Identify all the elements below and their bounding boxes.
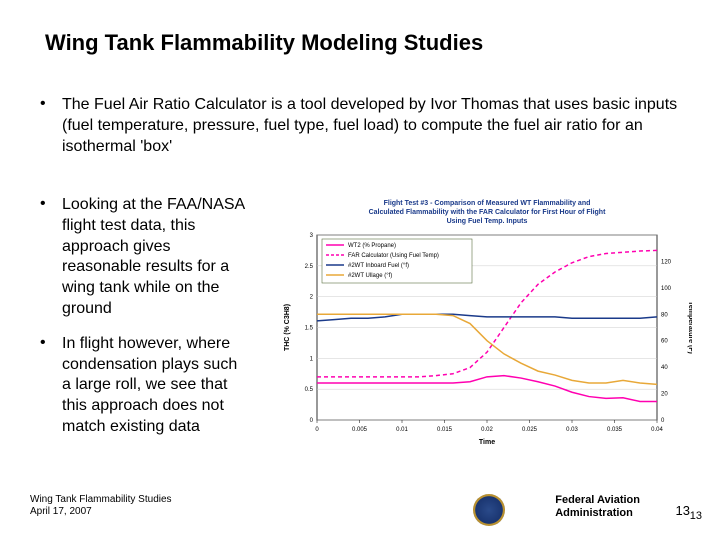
svg-text:60: 60 xyxy=(661,339,668,345)
svg-text:0.025: 0.025 xyxy=(522,427,538,433)
svg-text:0.01: 0.01 xyxy=(396,427,408,433)
svg-text:0.04: 0.04 xyxy=(651,427,663,433)
svg-text:3: 3 xyxy=(310,233,314,239)
top-bullets: • The Fuel Air Ratio Calculator is a too… xyxy=(40,95,690,171)
bullet-dot-icon: • xyxy=(40,95,62,157)
svg-text:0.03: 0.03 xyxy=(566,427,578,433)
svg-text:0.035: 0.035 xyxy=(607,427,623,433)
bullet-item: • Looking at the FAA/NASA flight test da… xyxy=(40,195,250,320)
bullet-item: • In flight however, where condensation … xyxy=(40,334,250,438)
svg-text:Time: Time xyxy=(479,439,495,446)
svg-text:0: 0 xyxy=(661,418,665,424)
svg-text:0.015: 0.015 xyxy=(437,427,453,433)
svg-text:0.02: 0.02 xyxy=(481,427,493,433)
svg-text:1: 1 xyxy=(310,356,314,362)
svg-text:80: 80 xyxy=(661,312,668,318)
slide-title: Wing Tank Flammability Modeling Studies xyxy=(45,30,483,56)
bullet-dot-icon: • xyxy=(40,334,62,438)
footer-agency: Federal Aviation Administration xyxy=(555,494,640,520)
chart: Flight Test #3 - Comparison of Measured … xyxy=(272,195,692,455)
footer-date: April 17, 2007 xyxy=(30,506,172,518)
svg-text:FAR Calculator (Using Fuel Tem: FAR Calculator (Using Fuel Temp) xyxy=(348,253,439,259)
svg-text:20: 20 xyxy=(661,392,668,398)
slide: Wing Tank Flammability Modeling Studies … xyxy=(0,0,720,540)
agency-line2: Administration xyxy=(555,507,640,520)
svg-text:WT2 (% Propane): WT2 (% Propane) xyxy=(348,243,396,249)
svg-text:THC (% C3H8): THC (% C3H8) xyxy=(284,304,291,351)
footer: Wing Tank Flammability Studies April 17,… xyxy=(0,485,720,540)
chart-svg: Flight Test #3 - Comparison of Measured … xyxy=(272,195,692,455)
svg-text:0.005: 0.005 xyxy=(352,427,368,433)
svg-text:1.5: 1.5 xyxy=(305,326,314,332)
svg-text:2.5: 2.5 xyxy=(305,264,314,270)
bullet-text: The Fuel Air Ratio Calculator is a tool … xyxy=(62,95,690,157)
bullet-text: Looking at the FAA/NASA flight test data… xyxy=(62,195,250,320)
svg-text:100: 100 xyxy=(661,286,672,292)
footer-study: Wing Tank Flammability Studies xyxy=(30,494,172,506)
bullet-dot-icon: • xyxy=(40,195,62,320)
bullet-item: • The Fuel Air Ratio Calculator is a too… xyxy=(40,95,690,157)
left-bullets: • Looking at the FAA/NASA flight test da… xyxy=(40,195,250,452)
page-number: 13 xyxy=(676,503,690,518)
svg-text:#2WT Inboard Fuel (°f): #2WT Inboard Fuel (°f) xyxy=(348,263,409,269)
svg-text:Flight Test #3 - Comparison of: Flight Test #3 - Comparison of Measured … xyxy=(384,200,591,207)
svg-text:Calculated Flammability with t: Calculated Flammability with the FAR Cal… xyxy=(369,209,607,216)
page-number-dup: 13 xyxy=(690,510,702,522)
svg-text:0: 0 xyxy=(315,427,319,433)
bullet-text: In flight however, where condensation pl… xyxy=(62,334,250,438)
svg-text:0.5: 0.5 xyxy=(305,387,314,393)
agency-line1: Federal Aviation xyxy=(555,494,640,507)
svg-text:40: 40 xyxy=(661,365,668,371)
svg-text:Using Fuel Temp. Inputs: Using Fuel Temp. Inputs xyxy=(447,218,528,225)
svg-text:Temperature (F): Temperature (F) xyxy=(687,301,692,354)
svg-text:120: 120 xyxy=(661,259,672,265)
svg-text:#2WT Ullage (°f): #2WT Ullage (°f) xyxy=(348,273,392,279)
faa-seal-icon xyxy=(473,494,505,526)
svg-text:2: 2 xyxy=(310,295,314,301)
svg-text:0: 0 xyxy=(310,418,314,424)
footer-left: Wing Tank Flammability Studies April 17,… xyxy=(30,494,172,518)
